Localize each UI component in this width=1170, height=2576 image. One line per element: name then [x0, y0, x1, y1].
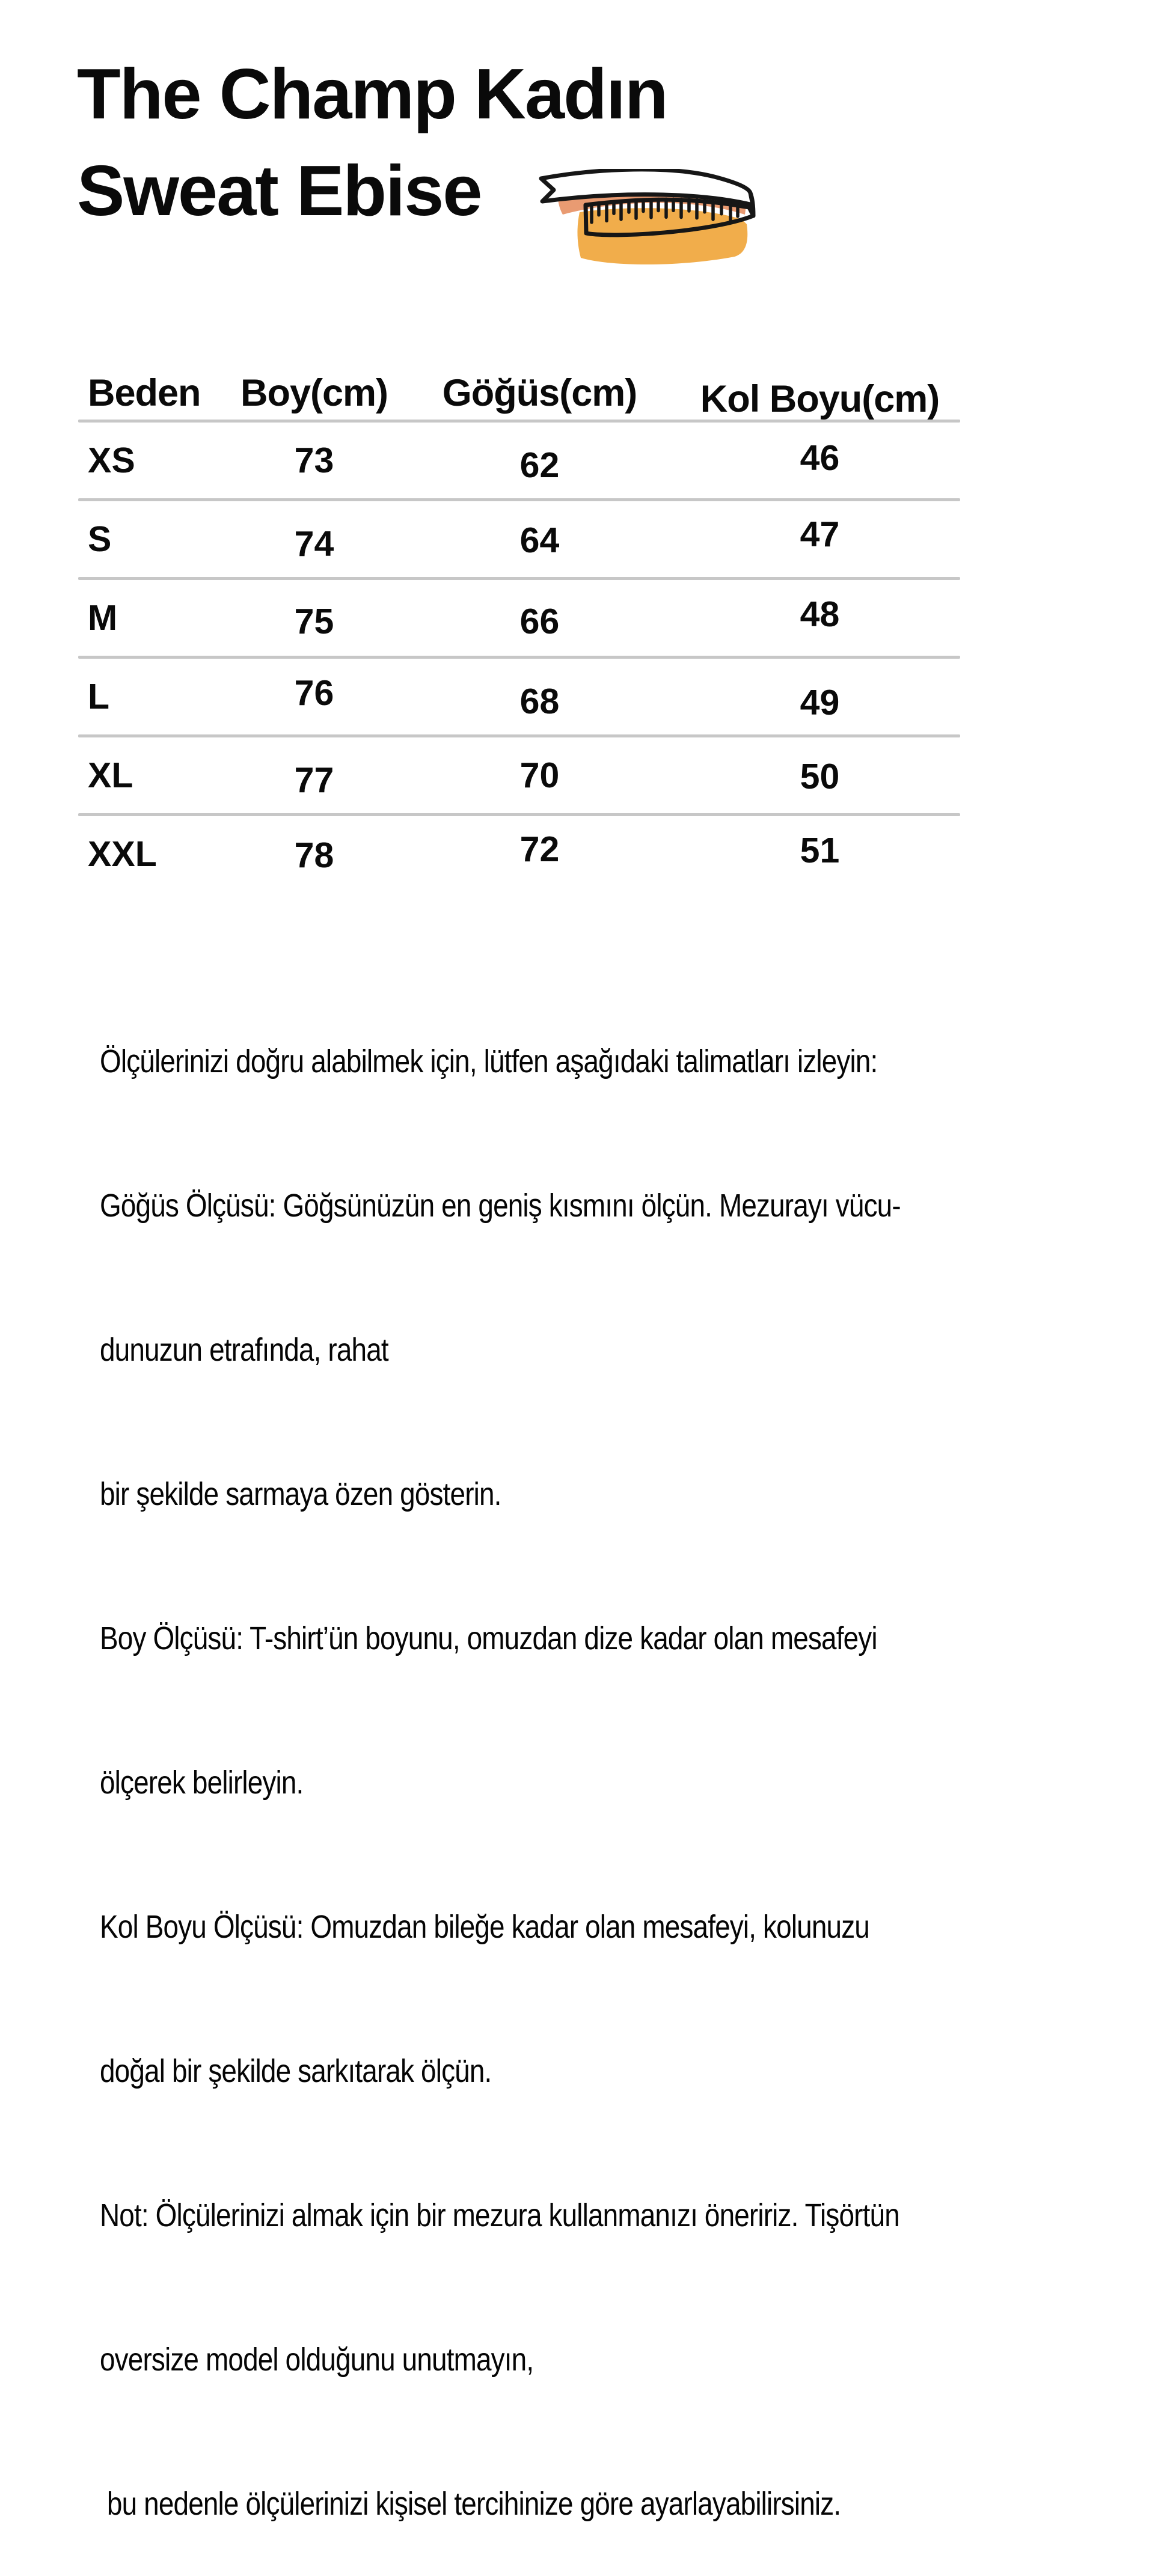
boy-cell: 74: [294, 524, 334, 564]
header-beden: Beden: [88, 372, 201, 414]
header-kol-boyu: Kol Boyu(cm): [700, 378, 940, 420]
header-boy: Boy(cm): [240, 372, 388, 414]
instruction-line: Göğüs Ölçüsü: Göğsünüzün en geniş kısmın…: [100, 1188, 901, 1224]
kol-cell: 50: [800, 757, 840, 796]
boy-cell: 76: [294, 673, 334, 713]
tape-tick-marks: [590, 197, 740, 224]
gogus-cell: 68: [519, 682, 560, 721]
instruction-line: Kol Boyu Ölçüsü: Omuzdan bileğe kadar ol…: [100, 1909, 870, 1945]
boy-cell: 73: [294, 441, 334, 480]
gogus-cell: 62: [519, 445, 560, 485]
size-table: Beden Boy(cm) Göğüs(cm) Kol Boyu(cm) XS …: [78, 367, 960, 892]
boy-cell: 75: [294, 602, 334, 641]
instruction-line: bir şekilde sarmaya özen gösterin.: [100, 1476, 501, 1512]
size-cell: L: [88, 677, 110, 716]
size-cell: S: [88, 519, 112, 559]
tape-upper-band: [539, 169, 755, 207]
kol-cell: 49: [800, 683, 840, 722]
header-gogus: Göğüs(cm): [442, 372, 638, 414]
table-row: XS 73 62 46: [78, 423, 960, 498]
instruction-line: Ölçülerinizi doğru alabilmek için, lütfe…: [100, 1043, 878, 1079]
instruction-line: Not: Ölçülerinizi almak için bir mezura …: [100, 2197, 900, 2233]
measuring-tape-icon: [524, 169, 758, 272]
table-divider: [78, 420, 960, 423]
boy-cell: 77: [294, 760, 334, 800]
instruction-line: ölçerek belirleyin.: [100, 1765, 304, 1801]
table-row: XL 77 70 50: [78, 737, 960, 813]
page-title-line-2: Sweat Ebise: [77, 151, 482, 231]
kol-cell: 51: [800, 831, 840, 870]
size-table-header-row: Beden Boy(cm) Göğüs(cm) Kol Boyu(cm): [78, 367, 960, 420]
table-row: XXL 78 72 51: [78, 816, 960, 892]
table-row: L 76 68 49: [78, 659, 960, 734]
tape-yellow-accent: [577, 208, 748, 264]
table-row: M 75 66 48: [78, 580, 960, 656]
table-divider: [78, 498, 960, 501]
instruction-line: oversize model olduğunu unutmayın,: [100, 2342, 534, 2378]
size-cell: M: [88, 598, 118, 638]
table-divider: [78, 813, 960, 816]
table-divider: [78, 734, 960, 737]
size-cell: XXL: [88, 834, 157, 874]
instruction-line: doğal bir şekilde sarkıtarak ölçün.: [100, 2053, 492, 2089]
kol-cell: 46: [800, 438, 840, 478]
gogus-cell: 72: [519, 829, 560, 869]
size-cell: XL: [88, 755, 133, 795]
size-cell: XS: [88, 441, 135, 480]
gogus-cell: 66: [519, 602, 560, 641]
gogus-cell: 64: [519, 520, 560, 560]
tape-fold-edge: [748, 191, 756, 218]
page-title: The Champ Kadın Sweat Ebise: [77, 46, 669, 239]
page-title-line-1: The Champ Kadın: [77, 54, 669, 134]
boy-cell: 78: [294, 835, 334, 875]
table-row: S 74 64 47: [78, 501, 960, 577]
instruction-line: Boy Ölçüsü: T-shirt’ün boyunu, omuzdan d…: [100, 1620, 878, 1656]
instruction-line: dunuzun etrafında, rahat: [100, 1332, 389, 1368]
gogus-cell: 70: [519, 755, 560, 795]
table-divider: [78, 577, 960, 580]
instruction-line: bu nedenle ölçülerinizi kişisel tercihin…: [100, 2486, 841, 2522]
measurement-instructions: Ölçülerinizi doğru alabilmek için, lütfe…: [100, 941, 901, 2576]
kol-cell: 47: [800, 514, 840, 554]
kol-cell: 48: [800, 594, 840, 634]
table-divider: [78, 656, 960, 659]
